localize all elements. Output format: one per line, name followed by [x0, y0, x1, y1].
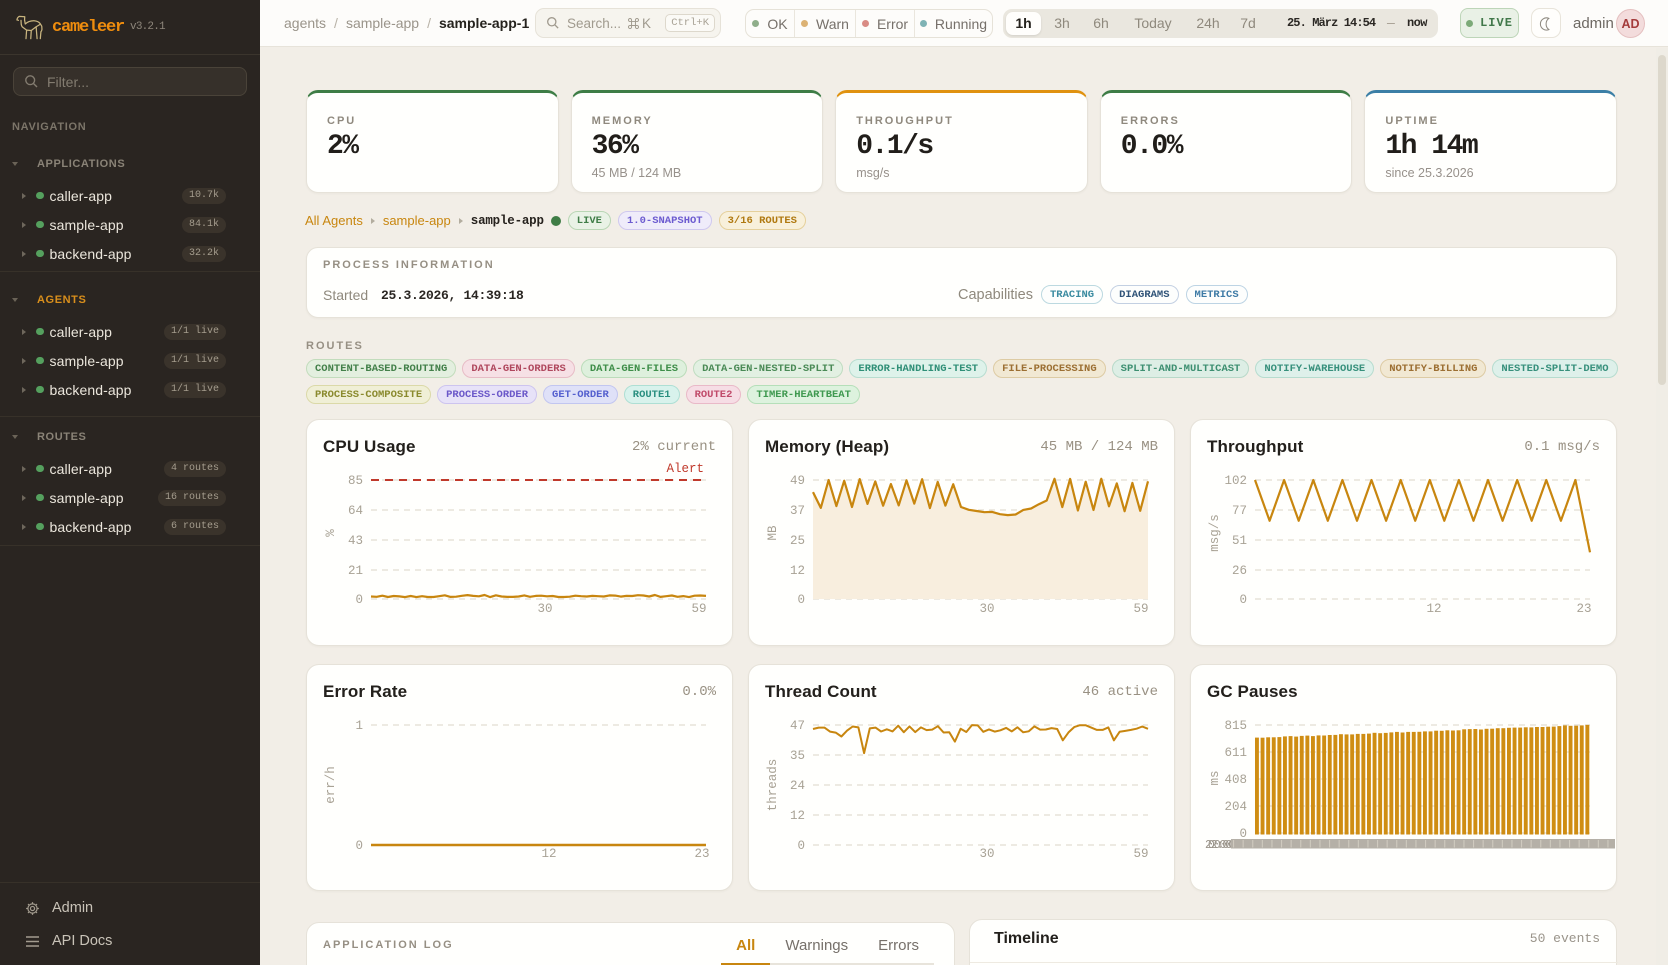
svg-text:21: 21 [348, 564, 363, 578]
svg-text:37: 37 [790, 504, 805, 518]
svg-text:0: 0 [1239, 593, 1247, 607]
svg-text:12: 12 [790, 809, 805, 823]
svg-text:Alert: Alert [666, 462, 704, 476]
svg-text:408: 408 [1224, 773, 1247, 787]
svg-text:85: 85 [348, 474, 363, 488]
svg-text:23: 23 [1576, 602, 1591, 616]
svg-text:26: 26 [1232, 564, 1247, 578]
svg-text:12: 12 [790, 564, 805, 578]
svg-text:2020:0000: 2020:0000 [1205, 839, 1235, 852]
svg-text:0: 0 [797, 593, 805, 607]
svg-text:MB: MB [766, 525, 780, 541]
svg-text:30: 30 [979, 847, 994, 861]
svg-text:59: 59 [1133, 847, 1148, 861]
svg-text:30: 30 [979, 602, 994, 616]
svg-text:49: 49 [790, 474, 805, 488]
svg-text:err/h: err/h [324, 766, 338, 804]
svg-text:611: 611 [1224, 746, 1247, 760]
svg-text:43: 43 [348, 534, 363, 548]
svg-text:ms: ms [1208, 770, 1222, 785]
svg-text:51: 51 [1232, 534, 1247, 548]
svg-text:0: 0 [1239, 827, 1247, 841]
svg-text:30: 30 [537, 602, 552, 616]
svg-text:1: 1 [355, 719, 363, 733]
svg-text:59: 59 [691, 602, 706, 616]
svg-text:0: 0 [355, 593, 363, 607]
svg-text:0: 0 [797, 839, 805, 853]
svg-text:25: 25 [790, 534, 805, 548]
svg-text:0: 0 [355, 839, 363, 853]
svg-text:815: 815 [1224, 719, 1247, 733]
svg-text:47: 47 [790, 719, 805, 733]
svg-text:msg/s: msg/s [1208, 514, 1222, 552]
svg-text:59: 59 [1133, 602, 1148, 616]
svg-text:77: 77 [1232, 504, 1247, 518]
svg-text:24: 24 [790, 779, 805, 793]
svg-text:204: 204 [1224, 800, 1247, 814]
svg-text:12: 12 [1426, 602, 1441, 616]
svg-text:12: 12 [541, 847, 556, 861]
svg-text:23: 23 [694, 847, 709, 861]
svg-text:%: % [324, 529, 338, 537]
svg-text:102: 102 [1224, 474, 1247, 488]
svg-text:threads: threads [766, 759, 780, 812]
svg-text:35: 35 [790, 749, 805, 763]
svg-text:64: 64 [348, 504, 363, 518]
